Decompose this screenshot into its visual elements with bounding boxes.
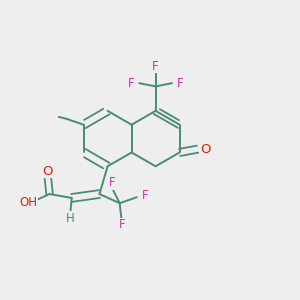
Text: O: O: [43, 165, 53, 178]
Text: O: O: [200, 143, 210, 156]
Text: F: F: [177, 77, 183, 90]
Text: F: F: [142, 190, 148, 202]
Text: F: F: [128, 77, 134, 90]
Text: F: F: [109, 176, 116, 189]
Text: H: H: [66, 212, 75, 225]
Text: F: F: [118, 218, 125, 232]
Text: OH: OH: [20, 196, 38, 209]
Text: F: F: [152, 60, 159, 73]
